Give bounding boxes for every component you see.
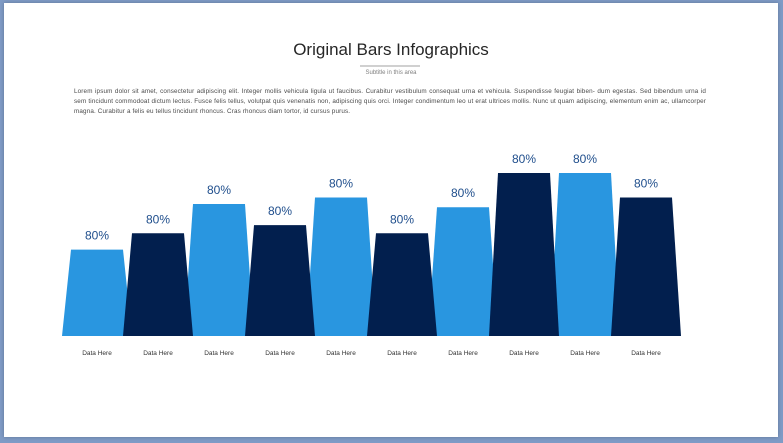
bar-10 [611, 197, 681, 336]
category-label: Data Here [509, 350, 539, 357]
category-label: Data Here [265, 350, 295, 357]
bar-1 [62, 249, 132, 336]
bar-value-label: 80% [451, 186, 475, 200]
slide-subtitle: Subtitle in this area [365, 70, 417, 76]
category-label: Data Here [631, 350, 661, 357]
category-label: Data Here [570, 350, 600, 357]
slide-title: Original Bars Infographics [293, 40, 489, 59]
category-label: Data Here [326, 350, 356, 357]
category-label: Data Here [82, 350, 112, 357]
bar-3 [184, 203, 254, 336]
bar-value-label: 80% [207, 183, 231, 197]
category-label: Data Here [387, 350, 417, 357]
bar-5 [306, 197, 376, 336]
bar-value-label: 80% [146, 212, 170, 226]
category-label: Data Here [143, 350, 173, 357]
bar-value-label: 80% [512, 152, 536, 166]
bar-value-label: 80% [329, 176, 353, 190]
bar-6 [367, 233, 437, 336]
bar-value-label: 80% [573, 152, 597, 166]
bar-value-label: 80% [268, 204, 292, 218]
bar-7 [428, 207, 498, 336]
category-label: Data Here [448, 350, 478, 357]
slide: Original Bars Infographics Subtitle in t… [4, 3, 778, 437]
bar-chart: 80% Data Here 80% Data Here 80% Data Here 80% D… [62, 152, 681, 357]
bar-9 [550, 173, 620, 336]
title-underline [360, 65, 420, 67]
bar-4 [245, 225, 315, 336]
bar-2 [123, 233, 193, 336]
bar-value-label: 80% [390, 212, 414, 226]
bar-value-label: 80% [634, 176, 658, 190]
bar-value-label: 80% [85, 229, 109, 243]
category-label: Data Here [204, 350, 234, 357]
bar-8 [489, 173, 559, 336]
slide-body-text: Lorem ipsum dolor sit amet, consectetur … [74, 88, 706, 116]
